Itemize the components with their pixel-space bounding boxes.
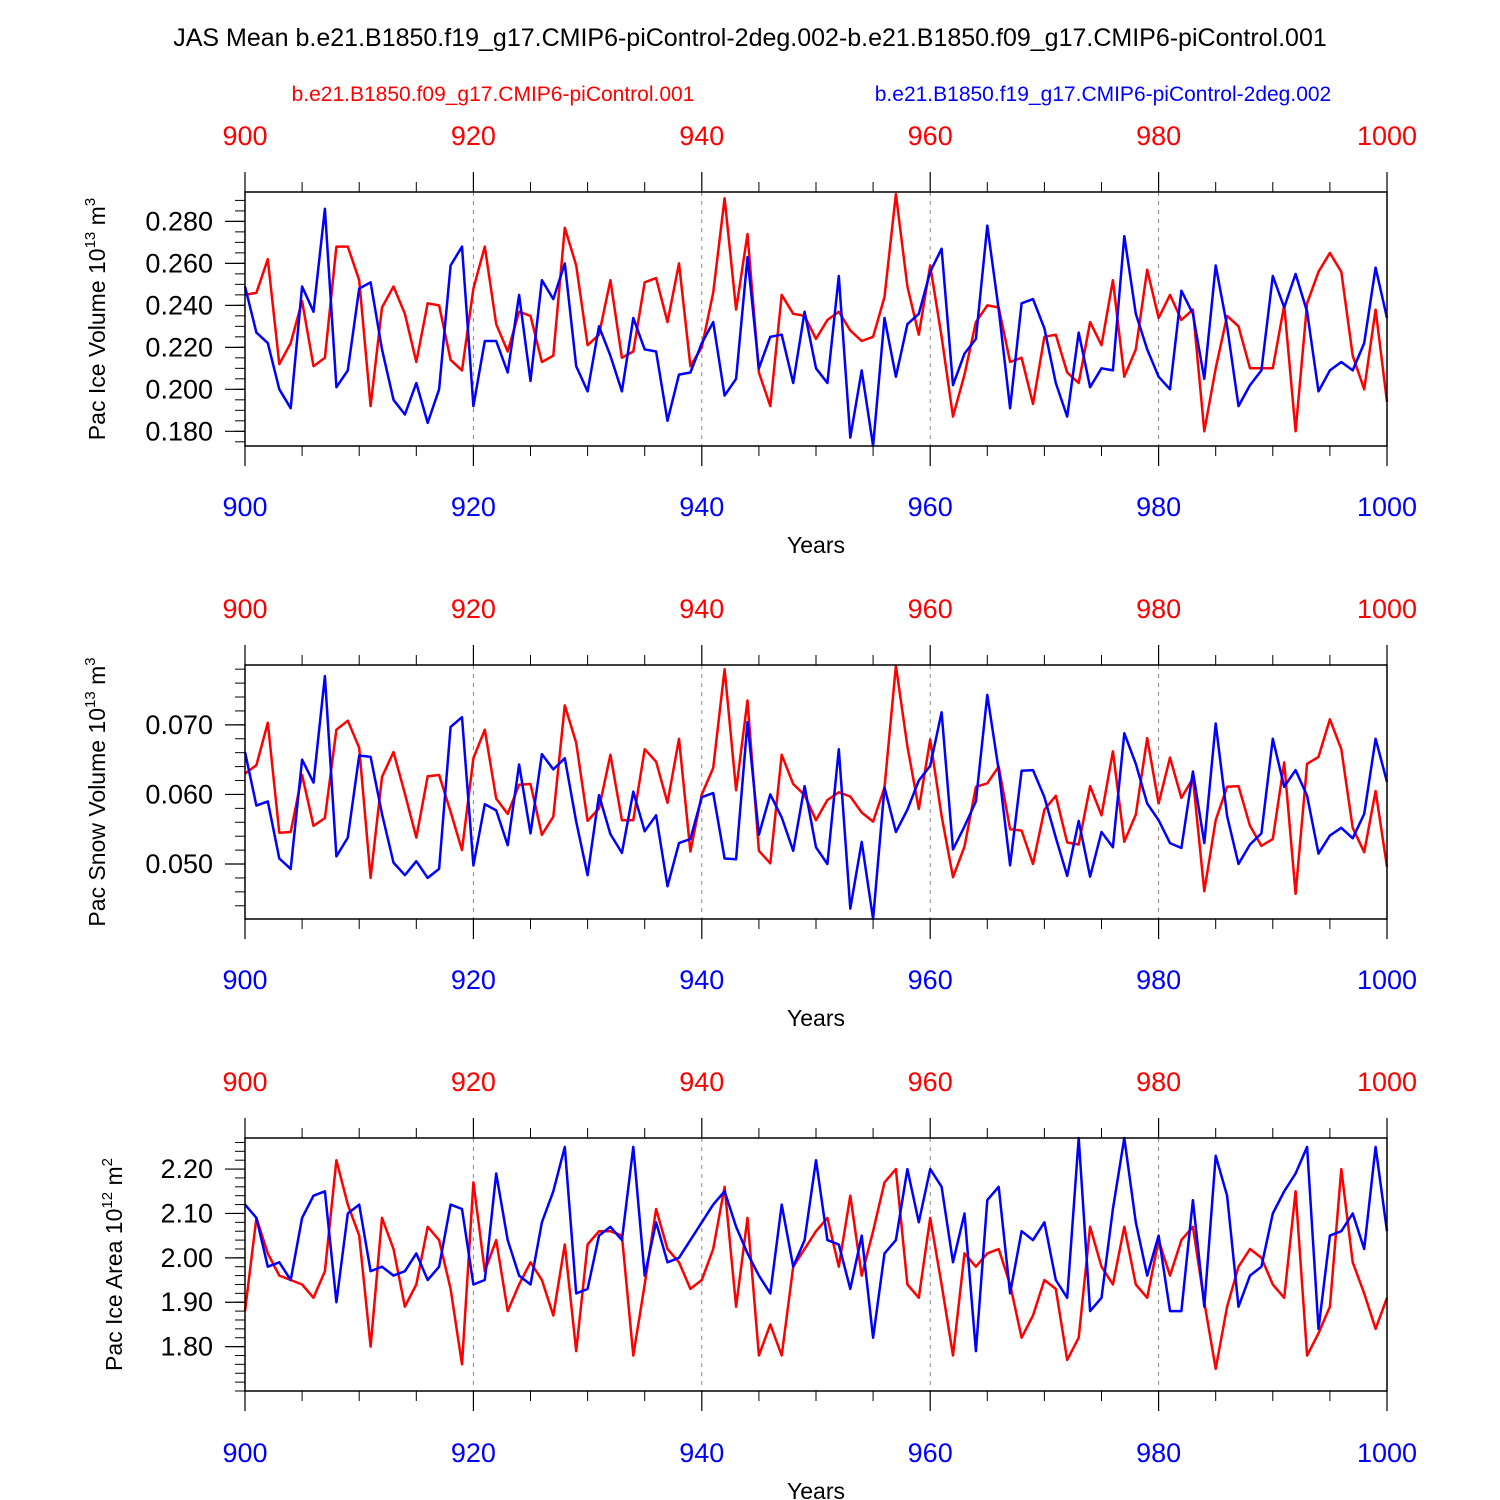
y-axis-title: Pac Ice Area 1012 m2 (99, 1158, 127, 1371)
y-axis-title-part: m (84, 666, 110, 692)
series-line-case-001 (244, 664, 1389, 896)
series-line-case-001 (244, 192, 1389, 433)
series-line-case-002 (243, 674, 1389, 921)
x-tick-label-top: 1000 (1357, 121, 1417, 151)
y-axis-title: Pac Ice Volume 1013 m3 (82, 198, 110, 440)
x-tick-label-bottom: 900 (222, 965, 267, 995)
x-tick-label-bottom: 1000 (1357, 1438, 1417, 1468)
y-tick-label: 1.90 (160, 1287, 213, 1317)
x-tick-label-bottom: 960 (908, 492, 953, 522)
y-axis-title-part: Pac Ice Area 10 (101, 1209, 127, 1371)
y-axis-title-part: 13 (82, 691, 99, 708)
x-tick-label-top: 960 (908, 594, 953, 624)
x-tick-label-bottom: 940 (679, 965, 724, 995)
x-tick-label-top: 920 (451, 121, 496, 151)
x-tick-label-bottom: 900 (222, 1438, 267, 1468)
x-tick-label-top: 980 (1136, 1067, 1181, 1097)
x-tick-label-top: 920 (451, 594, 496, 624)
legend-entry-case-001: b.e21.B1850.f09_g17.CMIP6-piControl.001 (292, 83, 695, 106)
y-axis-title-part: 12 (99, 1192, 116, 1209)
figure-title: JAS Mean b.e21.B1850.f19_g17.CMIP6-piCon… (173, 24, 1327, 52)
y-axis-title-part: 2 (99, 1158, 116, 1166)
x-tick-label-bottom: 940 (679, 1438, 724, 1468)
x-tick-label-bottom: 960 (908, 965, 953, 995)
y-tick-label: 0.050 (145, 849, 213, 879)
x-tick-label-bottom: 920 (451, 492, 496, 522)
y-axis-title-part: 13 (82, 232, 99, 249)
series-line-case-002 (243, 207, 1389, 448)
series-line-case-001 (243, 1158, 1389, 1371)
x-tick-label-bottom: 920 (451, 965, 496, 995)
x-tick-label-top: 1000 (1357, 1067, 1417, 1097)
plot-frame (244, 664, 1388, 920)
chart-panel-1: 900 900 920 920 940 940 960 960 980 980 1000 1000 0.… (82, 121, 1417, 558)
y-tick-label: 0.280 (145, 206, 213, 236)
y-tick-label: 0.180 (145, 416, 213, 446)
y-tick-label: 0.060 (145, 779, 213, 809)
y-axis-title-part: m (84, 206, 110, 232)
x-tick-label-top: 960 (908, 121, 953, 151)
y-tick-label: 2.20 (160, 1154, 213, 1184)
x-tick-label-bottom: 1000 (1357, 492, 1417, 522)
x-axis-title: Years (787, 1478, 845, 1500)
plot-frame (244, 191, 1388, 447)
x-tick-label-top: 920 (451, 1067, 496, 1097)
x-tick-label-top: 900 (222, 1067, 267, 1097)
x-tick-label-bottom: 1000 (1357, 965, 1417, 995)
x-axis-title: Years (787, 1005, 845, 1031)
x-tick-label-bottom: 900 (222, 492, 267, 522)
y-tick-label: 0.260 (145, 248, 213, 278)
x-tick-label-top: 980 (1136, 121, 1181, 151)
x-tick-label-bottom: 920 (451, 1438, 496, 1468)
x-tick-label-top: 980 (1136, 594, 1181, 624)
y-axis-title-part: 3 (82, 657, 99, 665)
x-tick-label-bottom: 940 (679, 492, 724, 522)
y-tick-label: 0.220 (145, 332, 213, 362)
legend-entry-case-002: b.e21.B1850.f19_g17.CMIP6-piControl-2deg… (875, 83, 1331, 106)
x-tick-label-top: 900 (222, 594, 267, 624)
chart-panel-3: 900 900 920 920 940 940 960 960 980 980 1000 1000 1.… (99, 1067, 1417, 1500)
y-axis-title-part: Pac Ice Volume 10 (84, 248, 110, 440)
plot-frame (244, 1137, 1388, 1392)
y-tick-label: 2.10 (160, 1198, 213, 1228)
x-tick-label-top: 940 (679, 1067, 724, 1097)
y-axis-title-part: m (101, 1166, 127, 1192)
y-tick-label: 0.200 (145, 374, 213, 404)
x-tick-label-top: 940 (679, 121, 724, 151)
y-tick-label: 2.00 (160, 1243, 213, 1273)
y-axis-title-part: 3 (82, 198, 99, 206)
x-tick-label-top: 1000 (1357, 594, 1417, 624)
x-tick-label-bottom: 980 (1136, 1438, 1181, 1468)
y-tick-label: 0.070 (145, 710, 213, 740)
x-tick-label-bottom: 960 (908, 1438, 953, 1468)
x-tick-label-top: 900 (222, 121, 267, 151)
x-tick-label-bottom: 980 (1136, 492, 1181, 522)
y-axis-title: Pac Snow Volume 1013 m3 (82, 657, 110, 926)
x-tick-label-top: 960 (908, 1067, 953, 1097)
x-axis-title: Years (787, 532, 845, 558)
chart-panel-2: 900 900 920 920 940 940 960 960 980 980 1000 1000 0.… (82, 594, 1417, 1031)
series-line-case-002 (244, 1136, 1389, 1353)
y-axis-title-part: Pac Snow Volume 10 (84, 708, 110, 927)
chart-panels: 900 900 920 920 940 940 960 960 980 980 1000 1000 0.… (82, 121, 1417, 1500)
x-tick-label-bottom: 980 (1136, 965, 1181, 995)
y-tick-label: 1.80 (160, 1332, 213, 1362)
y-tick-label: 0.240 (145, 290, 213, 320)
x-tick-label-top: 940 (679, 594, 724, 624)
